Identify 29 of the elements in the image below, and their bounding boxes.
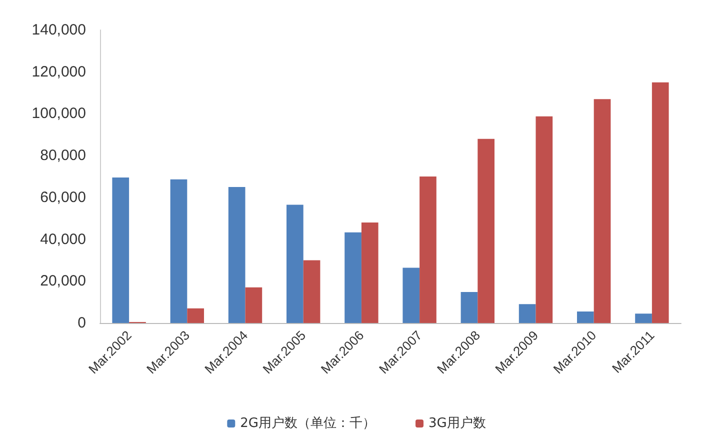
y-tick-label: 0 <box>78 314 86 332</box>
bar <box>187 308 204 323</box>
legend-label: 2G用户数（单位：千） <box>240 416 376 431</box>
bar <box>228 186 246 323</box>
bar <box>245 287 262 323</box>
bar <box>402 268 420 323</box>
bar <box>478 138 494 323</box>
y-tick-label: 20,000 <box>40 272 86 290</box>
legend-label: 3G用户数 <box>428 416 486 431</box>
y-tick-label: 140,000 <box>32 22 86 38</box>
y-tick-label: 120,000 <box>32 63 86 80</box>
y-tick-label: 80,000 <box>40 147 86 164</box>
bar <box>577 311 594 323</box>
bar <box>112 178 130 323</box>
bar <box>420 176 436 323</box>
y-tick-label: 100,000 <box>32 105 86 122</box>
bar <box>170 179 188 323</box>
y-tick-label: 60,000 <box>40 188 86 206</box>
y-tick-label: 40,000 <box>40 230 86 248</box>
bar <box>635 314 652 323</box>
bar <box>303 260 320 323</box>
bar <box>594 99 611 323</box>
bar <box>361 222 378 323</box>
bar <box>536 116 553 323</box>
bar <box>518 304 536 323</box>
bar <box>460 292 478 323</box>
bar <box>286 204 304 323</box>
bar <box>344 232 362 323</box>
bar <box>652 82 669 323</box>
